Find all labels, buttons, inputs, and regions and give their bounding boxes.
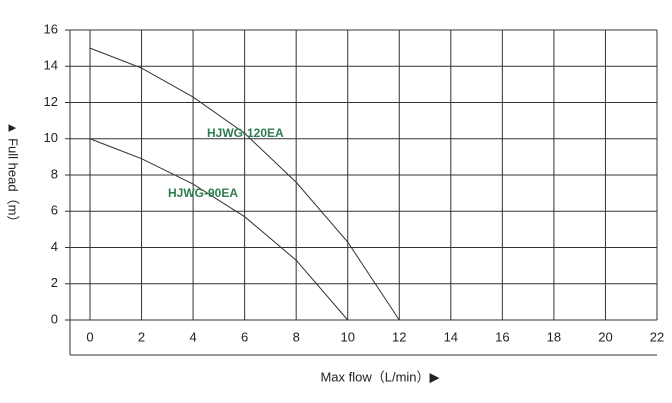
x-tick-label: 2 bbox=[138, 329, 145, 344]
y-tick-label: 16 bbox=[44, 21, 58, 36]
x-tick-label: 4 bbox=[189, 329, 196, 344]
x-tick-label: 16 bbox=[495, 329, 509, 344]
y-tick-label: 10 bbox=[44, 130, 58, 145]
x-axis-label: Max flow（L/min）▶ bbox=[320, 369, 439, 384]
y-axis-label: ▲ Full head（m） bbox=[6, 122, 21, 229]
curve-label: HJWG-90EA bbox=[168, 186, 238, 200]
x-tick-label: 18 bbox=[547, 329, 561, 344]
y-tick-label: 14 bbox=[44, 58, 58, 73]
x-tick-label: 8 bbox=[293, 329, 300, 344]
y-tick-label: 8 bbox=[51, 166, 58, 181]
curve-label: HJWG-120EA bbox=[207, 126, 284, 140]
curve bbox=[89, 138, 349, 321]
y-tick-label: 12 bbox=[44, 94, 58, 109]
x-tick-label: 14 bbox=[444, 329, 458, 344]
x-tick-label: 22 bbox=[650, 329, 664, 344]
curve bbox=[89, 47, 400, 321]
x-tick-label: 6 bbox=[241, 329, 248, 344]
x-tick-label: 10 bbox=[340, 329, 354, 344]
y-tick-label: 2 bbox=[51, 275, 58, 290]
y-tick-label: 4 bbox=[51, 239, 58, 254]
x-tick-label: 0 bbox=[86, 329, 93, 344]
y-tick-label: 0 bbox=[51, 311, 58, 326]
y-tick-label: 6 bbox=[51, 203, 58, 218]
x-tick-label: 12 bbox=[392, 329, 406, 344]
x-tick-label: 20 bbox=[598, 329, 612, 344]
